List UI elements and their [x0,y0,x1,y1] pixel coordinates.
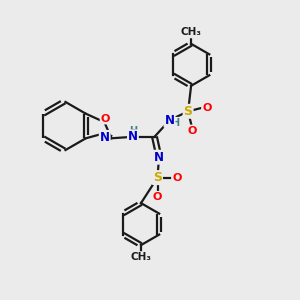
Text: S: S [184,105,193,118]
Text: CH₃: CH₃ [130,252,152,262]
Text: O: O [187,125,196,136]
Text: N: N [128,130,138,143]
Text: O: O [153,192,162,202]
Text: N: N [154,151,164,164]
Text: CH₃: CH₃ [181,27,202,38]
Text: O: O [172,172,182,183]
Text: O: O [100,113,110,124]
Text: H: H [129,126,137,136]
Text: S: S [153,171,162,184]
Text: N: N [164,114,175,127]
Text: O: O [202,103,211,113]
Text: H: H [171,118,179,128]
Text: N: N [100,131,110,144]
